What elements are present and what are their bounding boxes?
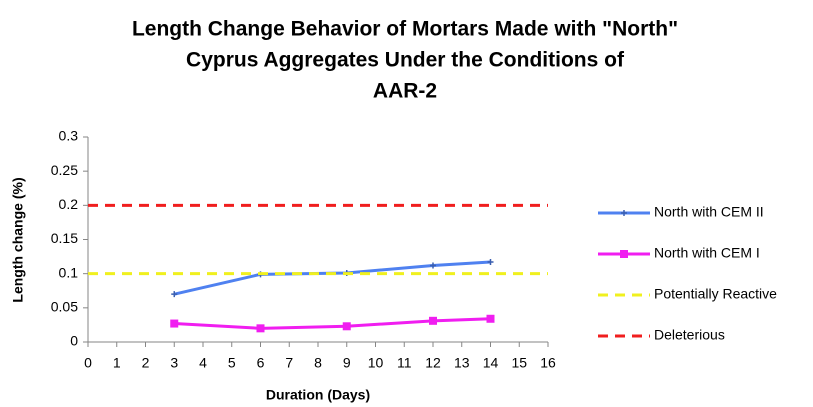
x-tick-label: 6 [257, 355, 265, 371]
data-point [342, 322, 351, 331]
y-tick-label: 0.2 [59, 196, 79, 212]
chart-title: Cyprus Aggregates Under the Conditions o… [186, 49, 625, 72]
x-tick-label: 15 [511, 355, 527, 371]
x-tick-label: 12 [425, 355, 441, 371]
legend-label: Potentially Reactive [654, 286, 777, 302]
x-tick-label: 1 [113, 355, 121, 371]
x-axis-label: Duration (Days) [266, 387, 370, 403]
x-tick-label: 8 [314, 355, 322, 371]
y-tick-label: 0.25 [51, 162, 78, 178]
series-line [173, 260, 491, 296]
y-tick-label: 0.05 [51, 299, 78, 315]
data-point [430, 262, 436, 269]
y-tick-label: 0.3 [59, 128, 79, 144]
x-tick-label: 16 [540, 355, 556, 371]
x-tick-label: 5 [228, 355, 236, 371]
legend-label: North with CEM II [654, 204, 764, 220]
x-tick-label: 14 [483, 355, 499, 371]
data-point [256, 324, 265, 333]
y-tick-label: 0 [70, 333, 78, 349]
series-line [174, 317, 491, 330]
x-tick-label: 11 [397, 355, 412, 371]
legend-marker [620, 250, 628, 258]
legend-marker [621, 210, 627, 216]
x-tick-label: 3 [170, 355, 178, 371]
x-tick-label: 10 [368, 355, 384, 371]
legend-label: North with CEM I [654, 245, 760, 261]
x-tick-label: 7 [285, 355, 293, 371]
x-tick-label: 0 [84, 355, 92, 371]
data-point [486, 314, 495, 323]
data-point [171, 291, 178, 298]
data-point [170, 319, 179, 328]
data-point [487, 259, 494, 266]
chart-title: AAR-2 [373, 80, 437, 103]
x-tick-label: 13 [454, 355, 470, 371]
y-axis-label: Length change (%) [10, 177, 26, 302]
y-tick-label: 0.15 [51, 230, 78, 246]
chart-title: Length Change Behavior of Mortars Made w… [132, 18, 678, 41]
x-tick-label: 4 [199, 355, 207, 371]
x-tick-label: 2 [142, 355, 150, 371]
legend-label: Deleterious [654, 327, 725, 343]
x-tick-label: 9 [343, 355, 351, 371]
data-point [429, 316, 437, 325]
y-tick-label: 0.1 [59, 264, 79, 280]
